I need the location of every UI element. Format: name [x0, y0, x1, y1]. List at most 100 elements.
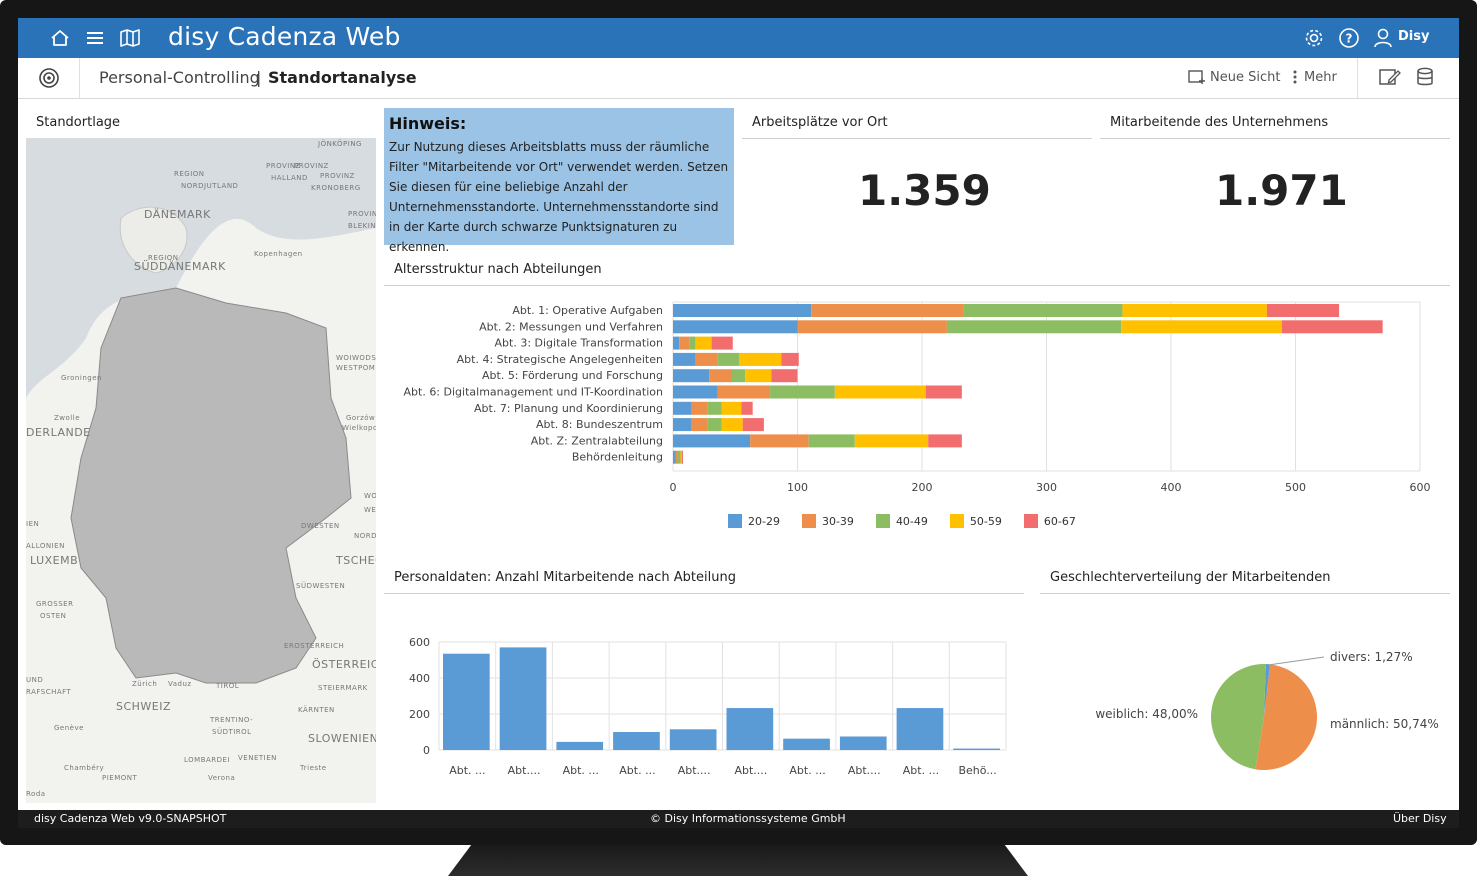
user-icon[interactable] [1371, 26, 1395, 50]
category-label: Abt. 8: Bundeszentrum [536, 418, 663, 431]
x-tick-label: Abt.... [848, 764, 881, 777]
bar-segment [677, 450, 681, 464]
map-label: DWESTEN [301, 522, 340, 530]
map-label: SÜDDÄNEMARK [134, 260, 226, 273]
bar-segment [745, 369, 772, 383]
bar-segment [707, 418, 722, 432]
x-tick-label: Abt.... [734, 764, 767, 777]
map-label: GROSSER [36, 600, 73, 608]
bar-segment [925, 385, 962, 399]
map-label: PROVINZ [266, 162, 301, 170]
app-title: disy Cadenza Web [168, 22, 401, 51]
category-label: Abt. 5: Förderung und Forschung [482, 369, 663, 382]
gear-icon[interactable] [1302, 26, 1326, 50]
footer: disy Cadenza Web v9.0-SNAPSHOT © Disy In… [18, 810, 1459, 828]
bar-segment [689, 336, 696, 350]
y-tick-label: 0 [423, 744, 430, 757]
pie-leader-line [1267, 656, 1325, 666]
new-view-label: Neue Sicht [1210, 69, 1281, 85]
home-icon[interactable] [48, 26, 72, 50]
map-label: Gorzów [346, 414, 375, 422]
legend-item[interactable]: 30-39 [801, 514, 854, 528]
map-label: LUXEMB [30, 554, 78, 567]
bar-segment [717, 352, 739, 366]
footer-copyright: © Disy Informationssysteme GmbH [650, 812, 846, 825]
category-label: Abt. 1: Operative Aufgaben [512, 304, 663, 317]
more-button[interactable]: Mehr [1290, 69, 1337, 85]
toolbar-divider [1357, 58, 1358, 98]
bar-segment [717, 385, 771, 399]
bar [443, 653, 490, 750]
map-label: Kopenhagen [254, 250, 303, 258]
menu-icon[interactable] [83, 26, 107, 50]
x-tick-label: Abt. ... [789, 764, 825, 777]
bar-segment [928, 434, 962, 448]
bar-segment [695, 336, 712, 350]
help-icon[interactable]: ? [1337, 26, 1361, 50]
x-tick-label: 200 [912, 481, 933, 494]
hint-box: Hinweis: Zur Nutzung dieses Arbeitsblatt… [384, 108, 734, 254]
breadcrumb-separator: | [256, 68, 262, 87]
bar-segment [673, 434, 751, 448]
location-map[interactable]: JÖNKÖPING PROVINZ REGION PROVINZ PROVINZ NORD… [26, 138, 376, 803]
bar-segment [738, 352, 782, 366]
map-label: Roda [26, 790, 46, 798]
user-name[interactable]: Disy [1398, 29, 1430, 44]
personnel-chart-title: Personaldaten: Anzahl Mitarbeitende nach… [384, 570, 1024, 594]
breadcrumb-workbook[interactable]: Personal-Controlling [99, 68, 260, 87]
category-label: Abt. 2: Messungen und Verfahren [479, 320, 663, 333]
legend-item[interactable]: 50-59 [949, 514, 1002, 528]
legend-item[interactable]: 60-67 [1023, 514, 1076, 528]
new-view-button[interactable]: Neue Sicht [1188, 69, 1280, 85]
legend-label: 20-29 [748, 514, 780, 528]
more-vertical-icon [1293, 70, 1297, 84]
bar-segment [797, 320, 947, 334]
bar-segment [707, 401, 722, 415]
bar-segment [731, 369, 746, 383]
legend-label: 40-49 [895, 514, 928, 528]
bar-segment [741, 401, 753, 415]
x-tick-label: 100 [787, 481, 808, 494]
bar [726, 708, 774, 750]
bar-segment [742, 418, 764, 432]
bar-segment [963, 304, 1123, 317]
database-icon[interactable] [1416, 67, 1434, 87]
map-denmark [119, 206, 188, 274]
pie-slice [1264, 664, 1271, 717]
target-icon[interactable] [38, 67, 60, 93]
kpi-workplaces-title: Arbeitsplätze vor Ort [742, 115, 1092, 139]
map-label: STEIERMARK [318, 684, 368, 692]
bar-segment [675, 450, 678, 464]
edit-sheet-icon[interactable] [1379, 67, 1401, 87]
category-label: Abt. 3: Digitale Transformation [495, 337, 664, 350]
personnel-bar-chart: 0 200 400 600 Abt. ... Abt.... Abt. ... Abt. ..… [409, 636, 1007, 777]
map-label: BLEKIN [348, 222, 376, 230]
map-label: DERLANDE [26, 426, 91, 439]
pie-slice [1211, 664, 1266, 770]
x-tick-label: Abt. ... [619, 764, 655, 777]
legend-item[interactable]: 40-49 [875, 514, 928, 528]
bar-segment [673, 320, 798, 334]
x-tick-label: 0 [670, 481, 677, 494]
y-tick-label: 200 [409, 708, 430, 721]
map-label: PROVINZ [294, 162, 329, 170]
y-tick-label: 600 [409, 636, 430, 649]
bar [669, 729, 717, 750]
pie-label: weiblich: 48,00% [1095, 707, 1198, 721]
map-germany [70, 287, 352, 684]
bar-segment [673, 336, 680, 350]
category-label: Abt. Z: Zentralabteilung [531, 434, 663, 447]
map-icon[interactable] [118, 26, 142, 50]
map-label: RAFSCHAFT [26, 688, 72, 696]
bar-segment [1121, 320, 1282, 334]
bar-segment [770, 385, 835, 399]
map-label: UND [26, 676, 43, 684]
footer-about-link[interactable]: Über Disy [1393, 812, 1447, 825]
kpi-workplaces-value: 1.359 [858, 166, 991, 215]
bar-segment [811, 304, 964, 317]
map-label: ALLONIEN [26, 542, 65, 550]
legend-item[interactable]: 20-29 [728, 514, 780, 528]
breadcrumb-worksheet: Standortanalyse [268, 68, 417, 87]
map-label: PIEMONT [102, 774, 137, 782]
map-label: Vaduz [168, 680, 192, 688]
